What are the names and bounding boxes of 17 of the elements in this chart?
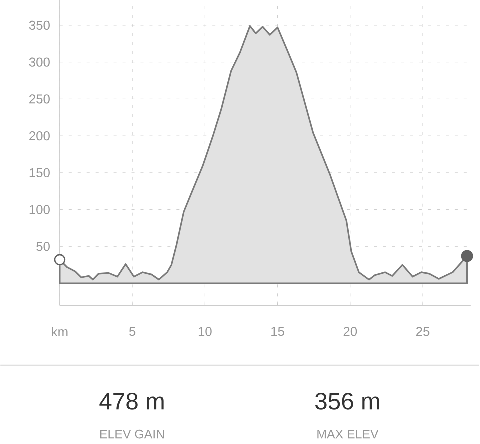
y-tick-label: 350 [29,20,50,30]
y-tick-label: 200 [30,131,50,140]
x-tick-label: 5 [129,326,136,336]
text: 356 m [315,392,380,410]
x-tick-label: 20 [344,326,358,336]
x-tick-label: 15 [272,326,284,336]
text: 478 m [100,392,164,410]
text: MAX ELEV [318,430,379,438]
y-tick-label: 100 [30,205,50,214]
x-tick-label: 10 [198,326,212,336]
y-tick-label: 150 [30,168,50,178]
y-tick-label: 300 [29,58,50,67]
y-tick-label: 50 [36,242,50,252]
x-tick-label: 25 [416,326,430,336]
y-tick-label: 250 [30,94,50,104]
text: ELEV GAIN [100,430,164,439]
x-tick-label: km [52,326,68,336]
